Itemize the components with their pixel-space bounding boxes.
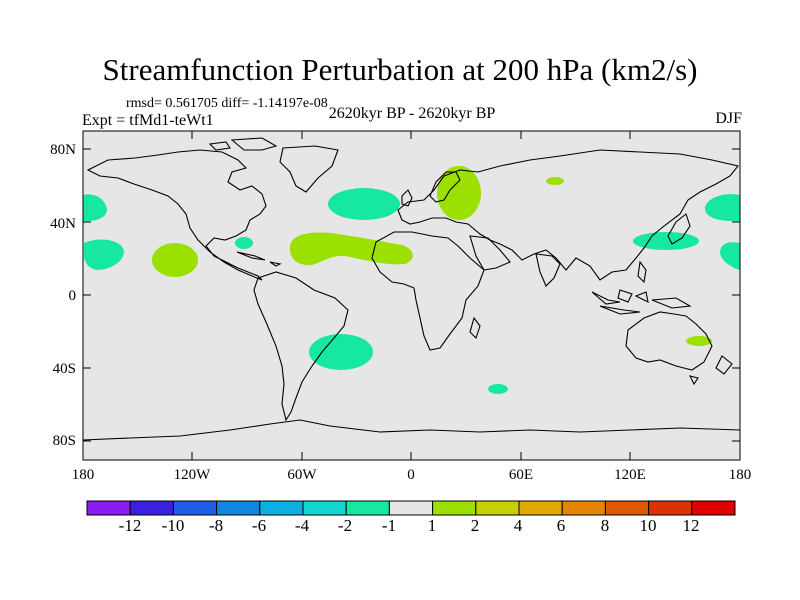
colorbar-label: 1 xyxy=(427,516,437,535)
colorbar-swatch xyxy=(259,500,304,516)
y-tick-label: 80N xyxy=(50,142,76,158)
colorbar-label: 2 xyxy=(470,516,480,535)
anomaly-patch xyxy=(546,177,564,185)
colorbar-label: -10 xyxy=(161,516,185,535)
coast-indonesia xyxy=(591,289,692,315)
colorbar-label: -12 xyxy=(118,516,142,535)
anomaly-patch xyxy=(84,239,124,270)
coast-philippines xyxy=(637,260,647,284)
plot-title: Streamfunction Perturbation at 200 hPa (… xyxy=(102,52,698,87)
x-tick-label: 60E xyxy=(508,467,534,483)
colorbar-label: 12 xyxy=(682,516,700,535)
x-tick-label: 120W xyxy=(173,467,211,483)
colorbar-label: -6 xyxy=(251,516,267,535)
colorbar-swatch xyxy=(388,500,434,516)
colorbar-label: -1 xyxy=(381,516,397,535)
colorbar-label: 8 xyxy=(600,516,610,535)
colorbar-label: 6 xyxy=(556,516,566,535)
coast-new-zealand xyxy=(688,355,733,386)
coast-arctic-islands xyxy=(208,137,278,151)
x-tick-label: 180 xyxy=(71,467,95,483)
y-tick-label: 40S xyxy=(52,361,76,377)
x-tick-label: 60W xyxy=(287,467,317,483)
colorbar-label: -4 xyxy=(294,516,310,535)
colorbar-swatch xyxy=(86,500,131,516)
colorbar-label: 4 xyxy=(513,516,523,535)
x-tick-label: 120E xyxy=(614,467,646,483)
coast-australia xyxy=(625,311,713,371)
coast-scandinavia xyxy=(429,171,461,203)
positive-anomalies xyxy=(152,166,712,346)
colorbar-swatch xyxy=(129,500,174,516)
colorbar-swatch xyxy=(518,500,563,516)
stats-text: rmsd= 0.561705 diff= -1.14197e-08 xyxy=(126,96,328,111)
colorbar-swatch xyxy=(345,500,390,516)
colorbar-swatch xyxy=(475,500,520,516)
experiment-label: Expt = tfMd1-teWt1 xyxy=(82,112,214,129)
coast-south-america xyxy=(253,271,349,422)
y-tick-label: 80S xyxy=(52,433,76,449)
colorbar xyxy=(86,500,736,516)
colorbar-swatch xyxy=(172,500,218,516)
axis-ticks xyxy=(83,131,740,460)
anomaly-patch xyxy=(152,243,198,277)
coast-india xyxy=(535,253,561,287)
x-tick-label: 180 xyxy=(728,467,752,483)
coast-japan xyxy=(667,213,691,245)
coast-greenland xyxy=(279,145,339,193)
x-tick-label: 0 xyxy=(407,467,415,483)
anomaly-patch xyxy=(720,242,740,270)
anomaly-patch xyxy=(437,166,481,220)
anomaly-patch xyxy=(488,384,508,394)
y-tick-label: 0 xyxy=(68,288,77,304)
anomaly-patch xyxy=(686,336,712,346)
coast-antarctica xyxy=(82,419,741,441)
anomaly-patch xyxy=(235,237,253,249)
anomaly-patch xyxy=(309,334,373,370)
coast-north-america xyxy=(86,149,267,281)
coast-arabia xyxy=(469,235,511,271)
coast-britain xyxy=(401,189,413,207)
colorbar-label: 10 xyxy=(639,516,657,535)
colorbar-swatch xyxy=(216,500,261,516)
coast-africa xyxy=(371,231,485,351)
colorbar-swatch xyxy=(604,500,650,516)
negative-anomalies xyxy=(83,188,740,394)
colorbar-label: -2 xyxy=(337,516,353,535)
colorbar-swatch xyxy=(691,500,736,516)
anomaly-patch xyxy=(328,188,400,220)
colorbar-swatch xyxy=(561,500,606,516)
y-tick-label: 40N xyxy=(50,216,76,232)
coast-madagascar xyxy=(469,316,481,340)
period-label: 2620kyr BP - 2620kyr BP xyxy=(328,105,496,122)
anomaly-patch xyxy=(633,232,699,250)
anomaly-patch xyxy=(704,194,740,222)
season-label: DJF xyxy=(715,110,742,127)
colorbar-swatch xyxy=(302,500,347,516)
anomaly-patch xyxy=(83,194,107,222)
colorbar-swatch xyxy=(648,500,693,516)
colorbar-swatch xyxy=(432,500,477,516)
coastlines xyxy=(82,137,741,441)
coast-eurasia xyxy=(397,149,739,281)
coast-caribbean xyxy=(236,251,282,267)
colorbar-label: -8 xyxy=(208,516,224,535)
map-background xyxy=(83,131,740,460)
anomaly-patch xyxy=(289,232,413,266)
